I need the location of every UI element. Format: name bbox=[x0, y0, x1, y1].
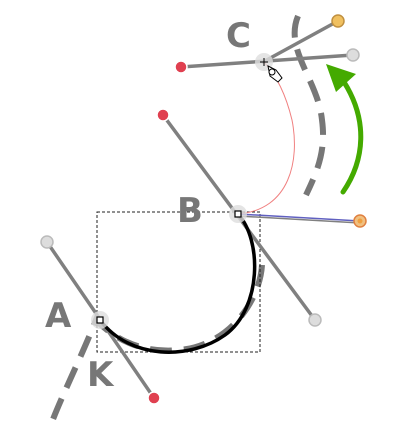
label-a: A bbox=[45, 296, 72, 336]
handle-endpoint-c-left[interactable] bbox=[174, 60, 188, 74]
handle-endpoint-c-right[interactable] bbox=[346, 48, 360, 62]
label-c: C bbox=[226, 16, 251, 56]
handle-endpoint-c-top[interactable] bbox=[331, 14, 345, 28]
handle-endpoint-a-bottom[interactable] bbox=[147, 391, 161, 405]
green-arrow-shaft bbox=[340, 79, 364, 195]
label-k: K bbox=[87, 355, 115, 395]
dashed-path-upper bbox=[291, 14, 326, 197]
node-b[interactable] bbox=[234, 210, 242, 218]
green-arrow-head bbox=[326, 64, 356, 92]
handle-line-b-blue[interactable] bbox=[237, 213, 361, 222]
label-b: B bbox=[177, 191, 203, 231]
handle-endpoint-b-bottom[interactable] bbox=[308, 313, 322, 327]
handle-line-c-right[interactable] bbox=[261, 19, 340, 64]
node-a[interactable] bbox=[96, 316, 104, 324]
selection-bbox bbox=[96, 211, 261, 353]
thin-curve-b-c bbox=[237, 61, 295, 215]
bezier-curve-a-b[interactable] bbox=[98, 212, 257, 354]
handle-line-b-blue-shadow bbox=[237, 215, 361, 224]
handle-endpoint-a-top[interactable] bbox=[40, 235, 54, 249]
handle-endpoint-b-top[interactable] bbox=[156, 108, 170, 122]
handle-endpoint-b-right-inner bbox=[357, 218, 363, 224]
node-edit-cursor-icon bbox=[260, 58, 283, 83]
